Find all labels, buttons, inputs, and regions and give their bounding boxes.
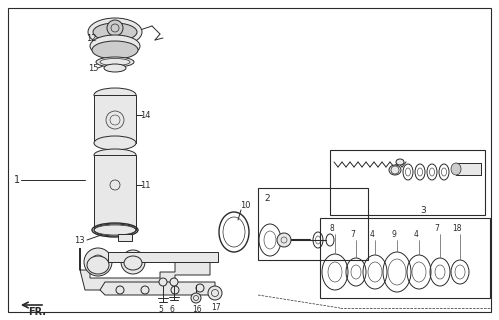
Text: 17: 17 xyxy=(211,303,221,313)
Text: 6: 6 xyxy=(169,306,174,315)
Ellipse shape xyxy=(87,256,109,274)
Ellipse shape xyxy=(94,224,136,236)
Ellipse shape xyxy=(92,41,138,59)
Circle shape xyxy=(170,278,178,286)
Ellipse shape xyxy=(396,159,404,165)
Circle shape xyxy=(159,278,167,286)
Circle shape xyxy=(191,293,201,303)
Circle shape xyxy=(107,20,123,36)
Text: 10: 10 xyxy=(240,201,250,210)
Text: 4: 4 xyxy=(414,229,419,238)
Ellipse shape xyxy=(104,64,126,72)
Polygon shape xyxy=(100,282,215,295)
Circle shape xyxy=(84,248,112,276)
Circle shape xyxy=(121,250,145,274)
Ellipse shape xyxy=(451,163,461,175)
Text: 11: 11 xyxy=(140,180,151,189)
Polygon shape xyxy=(80,248,210,290)
Text: 7: 7 xyxy=(435,223,440,233)
Text: 2: 2 xyxy=(264,194,269,203)
Text: 16: 16 xyxy=(192,306,202,315)
Ellipse shape xyxy=(94,149,136,161)
Bar xyxy=(258,188,368,260)
Ellipse shape xyxy=(90,35,140,57)
Text: 18: 18 xyxy=(452,223,462,233)
Ellipse shape xyxy=(94,88,136,102)
Bar xyxy=(456,163,481,175)
Bar xyxy=(330,150,485,215)
Text: 4: 4 xyxy=(370,229,374,238)
Ellipse shape xyxy=(96,57,134,67)
Text: 8: 8 xyxy=(330,223,334,233)
Text: FR.: FR. xyxy=(28,307,46,317)
Bar xyxy=(320,218,490,298)
Text: 12: 12 xyxy=(86,34,96,43)
Bar xyxy=(108,252,218,262)
Text: 14: 14 xyxy=(140,110,151,119)
Text: 1: 1 xyxy=(14,175,20,185)
Text: 5: 5 xyxy=(158,306,163,315)
Ellipse shape xyxy=(88,18,142,46)
Bar xyxy=(118,234,132,241)
Text: 3: 3 xyxy=(420,205,426,214)
Ellipse shape xyxy=(389,165,401,175)
Circle shape xyxy=(277,233,291,247)
Text: 15: 15 xyxy=(88,63,98,73)
Bar xyxy=(94,95,136,143)
Ellipse shape xyxy=(94,136,136,150)
Ellipse shape xyxy=(124,256,142,270)
Text: 7: 7 xyxy=(351,229,355,238)
Bar xyxy=(94,155,136,230)
Text: 9: 9 xyxy=(392,229,396,238)
Circle shape xyxy=(208,286,222,300)
Text: 13: 13 xyxy=(74,236,85,244)
Ellipse shape xyxy=(93,23,137,41)
